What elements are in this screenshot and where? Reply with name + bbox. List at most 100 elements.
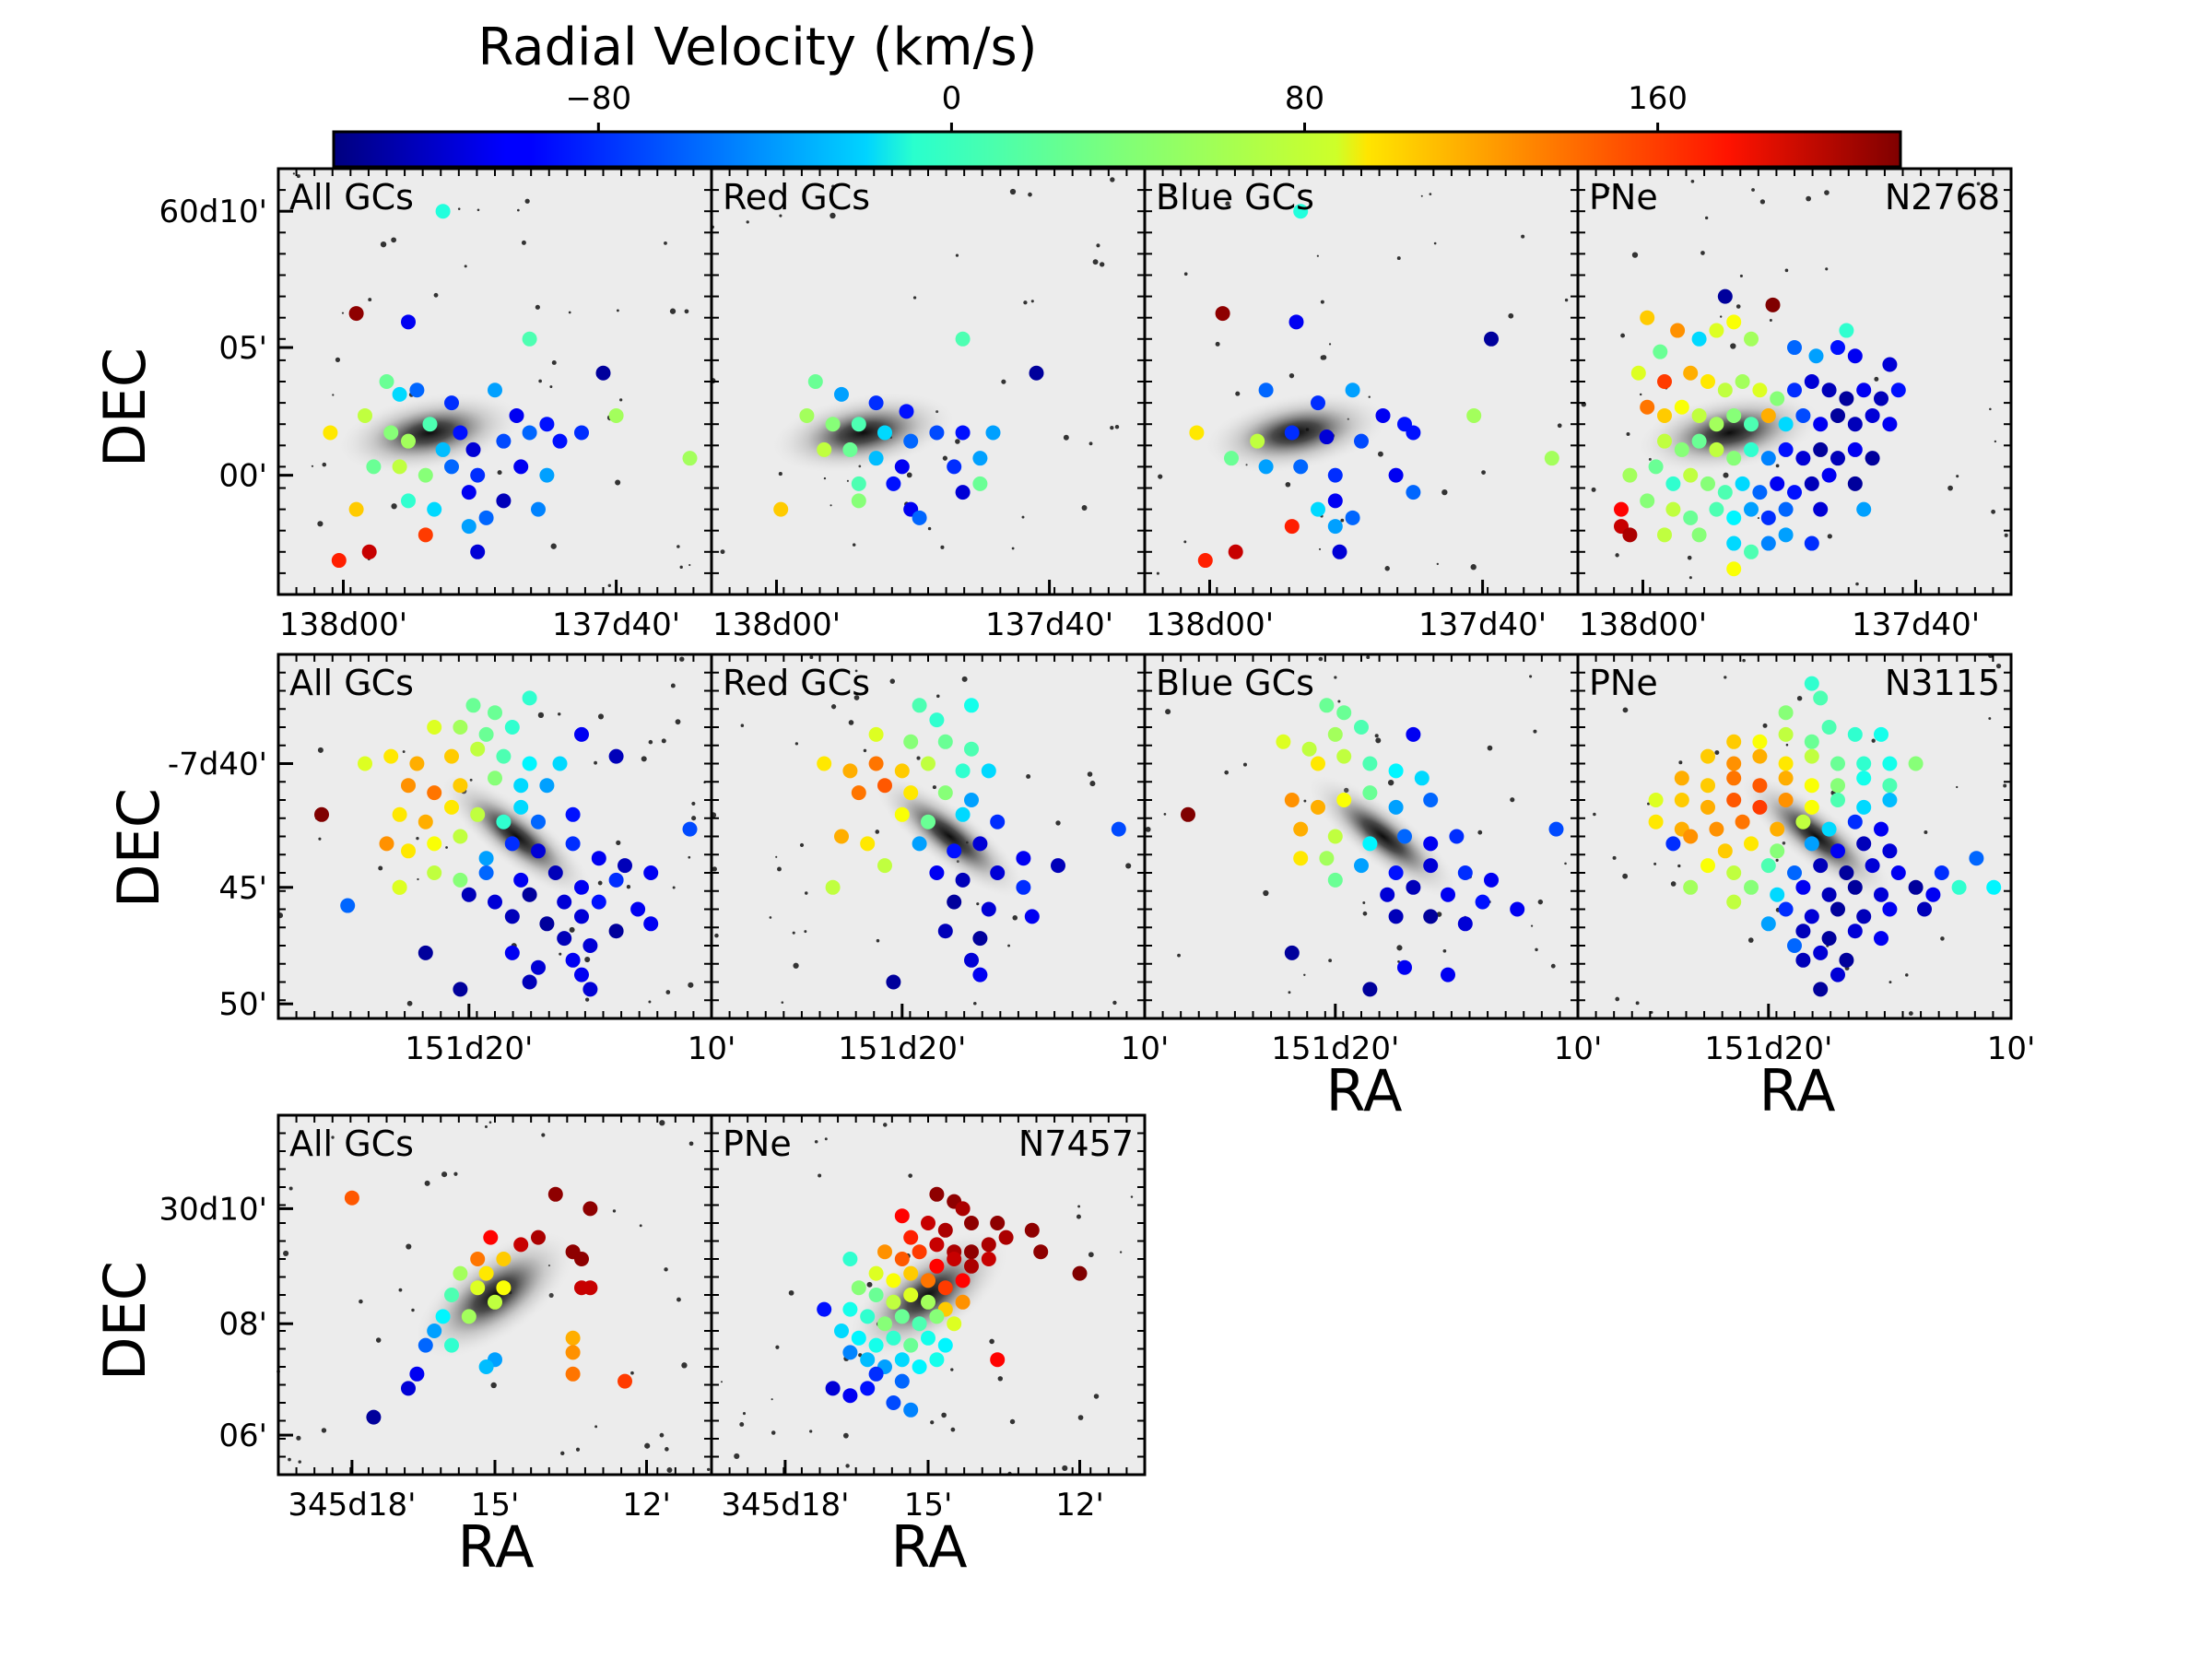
data-point — [465, 698, 481, 713]
row2-ylabel: DEC — [105, 788, 172, 908]
data-point — [379, 836, 394, 852]
data-point — [418, 814, 433, 830]
background-star — [876, 938, 880, 943]
data-point — [418, 527, 433, 543]
data-point — [513, 459, 529, 475]
data-point — [834, 1324, 849, 1338]
background-star — [292, 172, 295, 175]
background-star — [535, 304, 540, 310]
background-star — [1366, 655, 1371, 660]
background-star — [2004, 533, 2008, 537]
data-point — [409, 756, 425, 771]
data-point — [868, 1288, 884, 1302]
data-point — [903, 1337, 919, 1353]
background-star — [1631, 252, 1639, 258]
background-star — [691, 816, 697, 821]
data-point — [1830, 843, 1845, 859]
data-point — [344, 1190, 359, 1206]
data-point — [470, 1252, 486, 1266]
background-star — [497, 470, 502, 476]
data-point — [955, 1201, 971, 1217]
background-star — [997, 1376, 1003, 1382]
data-point — [1986, 879, 2002, 895]
data-point — [947, 459, 962, 475]
data-point — [427, 720, 442, 735]
background-star — [677, 1297, 681, 1302]
data-point — [1765, 297, 1781, 312]
background-star — [1011, 547, 1015, 550]
background-star — [1433, 241, 1437, 245]
background-star — [1001, 379, 1006, 384]
background-star — [927, 526, 932, 531]
background-star — [794, 742, 799, 746]
data-point — [972, 451, 988, 466]
data-point — [964, 952, 979, 968]
data-point — [1752, 799, 1768, 815]
data-point — [1674, 793, 1689, 807]
data-point — [1250, 433, 1265, 449]
background-star — [298, 1460, 301, 1464]
data-point — [860, 1352, 876, 1368]
data-point — [608, 407, 624, 423]
data-point — [886, 1273, 901, 1288]
background-star — [679, 656, 685, 662]
background-star — [955, 439, 960, 444]
background-star — [672, 886, 676, 889]
data-point — [1700, 374, 1715, 389]
data-point — [1813, 690, 1829, 706]
data-point — [1648, 459, 1664, 475]
data-point — [1327, 726, 1343, 742]
background-star — [854, 669, 858, 673]
background-star — [1956, 475, 1959, 478]
panel-grid: All GCs 138d00' 137d40' 60d10' 05' 00' Red GCs… — [159, 167, 2035, 1524]
background-star — [612, 1209, 617, 1213]
data-point — [1406, 879, 1421, 895]
data-point — [565, 1345, 581, 1360]
data-point — [557, 931, 572, 947]
background-star — [1785, 743, 1789, 747]
data-point — [1622, 527, 1638, 543]
data-point — [1856, 771, 1872, 786]
background-star — [1093, 1394, 1100, 1399]
data-point — [1874, 821, 1888, 837]
x-tick-label: 137d40' — [985, 606, 1113, 643]
background-star — [792, 931, 795, 935]
data-point — [1804, 374, 1819, 389]
data-point — [1760, 407, 1776, 423]
background-star — [1874, 376, 1879, 382]
panel-background — [712, 169, 1145, 594]
data-point — [461, 1309, 477, 1324]
data-point — [1778, 417, 1794, 432]
panel-n3115-3: Blue GCs 151d20' 10' — [1143, 653, 1602, 1067]
data-point — [955, 485, 971, 500]
data-point — [1726, 561, 1742, 577]
background-star — [1508, 312, 1514, 319]
data-point — [1319, 429, 1335, 445]
data-point — [470, 467, 486, 483]
data-point — [903, 1230, 919, 1245]
row1-ylabel: DEC — [91, 347, 159, 467]
background-star — [1747, 937, 1754, 943]
background-star — [1521, 234, 1525, 239]
data-point — [1691, 433, 1707, 449]
data-point — [964, 1258, 979, 1274]
background-star — [311, 465, 314, 467]
background-star — [641, 756, 647, 762]
data-point — [522, 331, 537, 347]
data-point — [1890, 382, 1906, 398]
data-point — [825, 1381, 841, 1396]
background-star — [488, 1121, 492, 1124]
panel-n2768-4: PNe N2768 138d00' 137d40' — [1576, 167, 2013, 643]
data-point — [1830, 778, 1845, 794]
data-point — [868, 1265, 884, 1281]
background-star — [720, 1381, 723, 1383]
background-star — [1384, 566, 1390, 571]
data-point — [1691, 331, 1707, 347]
data-point — [886, 1294, 901, 1310]
data-point — [1327, 872, 1343, 888]
data-point — [894, 1208, 910, 1224]
data-point — [1224, 451, 1239, 466]
background-star — [416, 836, 419, 841]
background-star — [490, 1382, 497, 1389]
background-star — [714, 933, 719, 938]
